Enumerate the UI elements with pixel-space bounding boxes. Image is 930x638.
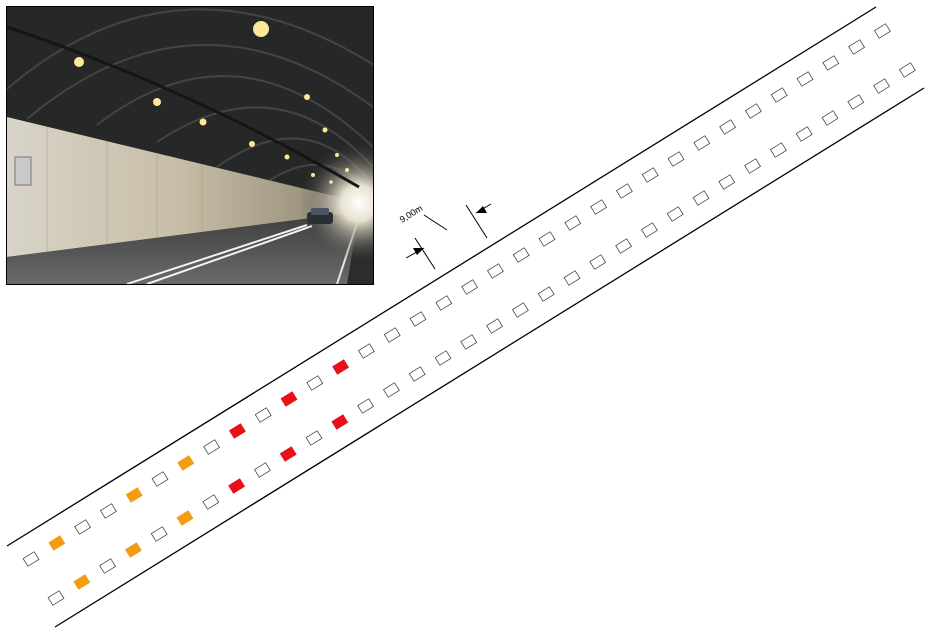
lower-row-luminaire-13-off [357,398,375,414]
upper-row-luminaire-20-off [512,247,530,263]
lower-row-luminaire-33-off [873,78,891,94]
lower-row-luminaire-14-off [382,382,400,398]
tunnel-photo-drawing [7,7,373,284]
dimension-arrow-right-head [476,206,487,213]
dimension-label: 9,00m [398,203,425,225]
upper-row-luminaire-6-off [151,471,169,487]
upper-row-luminaire-1-off [22,551,40,567]
lower-row-luminaire-20-off [537,286,555,302]
lower-row-luminaire-19-off [511,302,529,318]
lower-row-luminaire-9-off [253,462,271,478]
upper-row-luminaire-11-red [280,391,298,407]
luminaire-row-lower [47,62,916,606]
upper-row-luminaire-2-orange [48,535,66,551]
tunnel-edges [6,6,925,628]
lower-row-luminaire-31-off [821,110,839,126]
upper-row-luminaire-7-orange [177,455,195,471]
upper-row-luminaire-14-off [357,343,375,359]
lower-row-luminaire-27-off [718,174,736,190]
lower-row-luminaire-29-off [769,142,787,158]
lower-row-luminaire-30-off [795,126,813,142]
upper-row-luminaire-27-off [693,135,711,151]
luminaire-row-upper [22,23,891,567]
upper-row-luminaire-28-off [719,119,737,135]
upper-row-luminaire-13-red [332,359,350,375]
lower-row-luminaire-18-off [486,318,504,334]
lower-row-luminaire-6-orange [176,510,194,526]
lower-row-luminaire-12-red [331,414,349,430]
lower-row-luminaire-22-off [589,254,607,270]
upper-row-luminaire-24-off [615,183,633,199]
lower-row-luminaire-15-off [408,366,426,382]
lower-row-luminaire-7-off [202,494,220,510]
lower-row-luminaire-10-red [279,446,297,462]
upper-row-luminaire-29-off [744,103,762,119]
upper-row-luminaire-5-orange [125,487,143,503]
tunnel-lower-edge [54,87,925,628]
lower-row-luminaire-32-off [847,94,865,110]
upper-row-luminaire-9-red [228,423,246,439]
upper-row-luminaire-15-off [383,327,401,343]
dimension-label-leader [423,214,448,231]
upper-row-luminaire-12-off [306,375,324,391]
upper-row-luminaire-3-off [74,519,92,535]
dimension-extension-line-left [414,237,436,270]
upper-row-luminaire-8-off [203,439,221,455]
dimension-extension-line-right [465,204,488,239]
lower-row-luminaire-3-off [99,558,117,574]
lower-row-luminaire-4-orange [124,542,142,558]
upper-row-luminaire-22-off [564,215,582,231]
tunnel-photo [6,6,374,285]
lower-row-luminaire-25-off [666,206,684,222]
upper-row-luminaire-34-off [873,23,891,39]
upper-row-luminaire-30-off [770,87,788,103]
upper-row-luminaire-18-off [461,279,479,295]
lower-row-luminaire-16-off [434,350,452,366]
lower-row-luminaire-34-off [898,62,916,78]
lower-row-luminaire-2-orange [73,574,91,590]
lower-row-luminaire-8-red [228,478,246,494]
upper-row-luminaire-32-off [822,55,840,71]
lower-row-luminaire-11-off [305,430,323,446]
upper-row-luminaire-17-off [435,295,453,311]
upper-row-luminaire-33-off [848,39,866,55]
upper-row-luminaire-25-off [641,167,659,183]
upper-row-luminaire-4-off [99,503,117,519]
dimension-arrow-left-head [413,248,424,255]
upper-row-luminaire-23-off [590,199,608,215]
lower-row-luminaire-23-off [615,238,633,254]
upper-row-luminaire-16-off [409,311,427,327]
upper-row-luminaire-31-off [796,71,814,87]
lower-row-luminaire-28-off [744,158,762,174]
upper-row-luminaire-26-off [667,151,685,167]
tunnel-upper-edge [6,6,877,547]
spacing-dimension: 9,00m [398,203,492,270]
upper-row-luminaire-10-off [254,407,272,423]
upper-row-luminaire-21-off [538,231,556,247]
lower-row-luminaire-1-off [47,590,65,606]
upper-row-luminaire-19-off [486,263,504,279]
lower-row-luminaire-17-off [460,334,478,350]
lower-row-luminaire-5-off [150,526,168,542]
lower-row-luminaire-24-off [640,222,658,238]
lower-row-luminaire-26-off [692,190,710,206]
lower-row-luminaire-21-off [563,270,581,286]
